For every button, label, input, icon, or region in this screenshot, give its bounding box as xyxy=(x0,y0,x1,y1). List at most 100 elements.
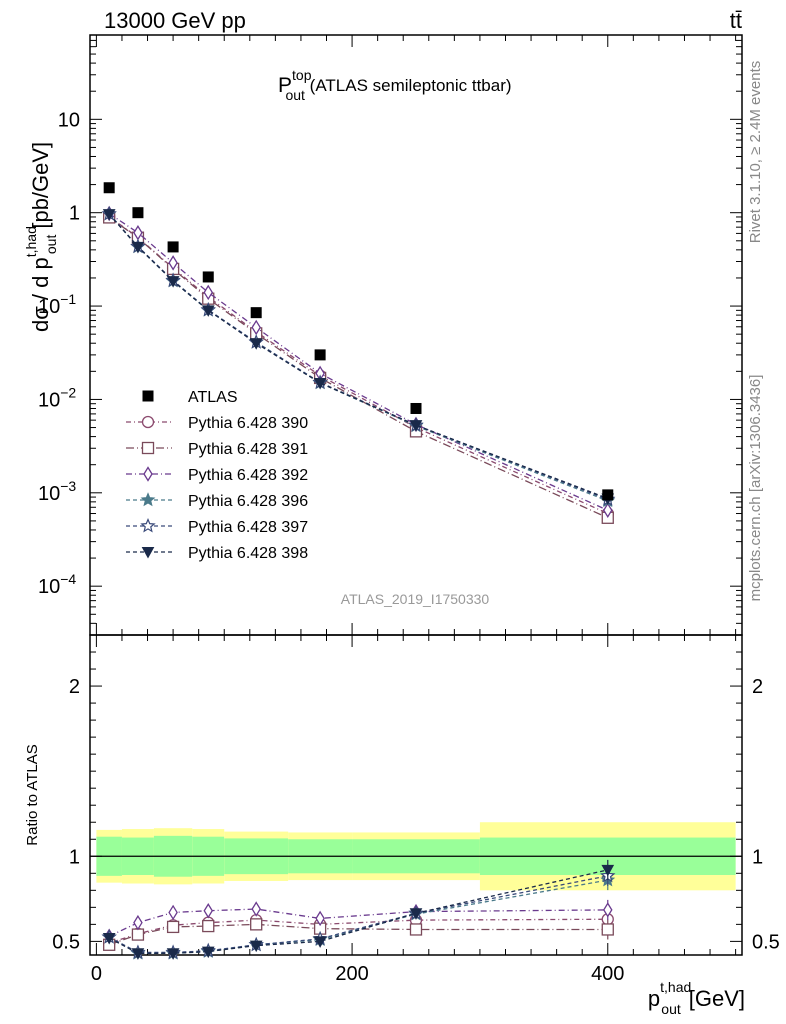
ratio-tick-label: 2 xyxy=(69,676,80,698)
series-line-0 xyxy=(108,216,609,515)
ratio-point-2 xyxy=(603,902,613,918)
y-tick-label: 10−2 xyxy=(38,384,76,411)
legend-marker-data xyxy=(142,390,154,402)
ratio-panel: 0 200 400 2 2 1 1 0.5 0.5 xyxy=(52,623,780,985)
legend-label-3: Pythia 6.428 396 xyxy=(188,493,308,510)
y-tick-label: 10−3 xyxy=(38,478,76,505)
x-axis-label-sup: t,had xyxy=(660,979,691,995)
y-tick-base: 10 xyxy=(38,389,60,411)
ratio-point-5 xyxy=(131,948,145,960)
ratio-tick-label-right: 1 xyxy=(752,846,763,868)
ratio-point-5 xyxy=(313,936,327,948)
series-line-3 xyxy=(108,213,608,502)
source-label: mcplots.cern.ch [arXiv:1306.3436] xyxy=(747,375,764,602)
y-tick-label: 1 xyxy=(69,203,80,225)
series-point-5 xyxy=(131,241,145,254)
ratio-point-1 xyxy=(409,923,423,936)
ratio-point-2 xyxy=(315,910,325,927)
data-point xyxy=(202,271,214,283)
data-point xyxy=(103,182,115,194)
y-tick-label: 10−4 xyxy=(38,571,76,598)
data-point xyxy=(132,207,144,219)
process-label: tt̄ xyxy=(730,8,742,33)
series-point-5 xyxy=(249,338,263,350)
ratio-point-5 xyxy=(249,940,263,953)
legend-marker-3 xyxy=(140,492,156,507)
ratio-point-1 xyxy=(202,919,215,933)
x-tick-label: 200 xyxy=(335,963,368,985)
ratio-point-5 xyxy=(601,864,615,877)
series-point-5 xyxy=(102,209,116,221)
x-axis-label-symbol: p xyxy=(648,986,660,1011)
legend-marker-1 xyxy=(141,441,155,455)
plot-title-sup: top xyxy=(292,67,312,83)
plot-title: Ptop out (ATLAS semileptonic ttbar) xyxy=(278,67,512,103)
series-point-5 xyxy=(409,420,423,432)
y-tick-exponent: −4 xyxy=(60,571,76,587)
series-point-5 xyxy=(166,276,180,288)
legend-marker-5 xyxy=(141,547,155,559)
ratio-line-5 xyxy=(108,869,608,954)
series-point-2 xyxy=(203,284,214,301)
ratio-point-5 xyxy=(201,946,215,959)
ratio-axis-label: Ratio to ATLAS xyxy=(24,744,41,845)
x-axis-label-units: [GeV] xyxy=(689,986,745,1011)
plot-title-sub: out xyxy=(285,87,305,103)
ratio-point-2 xyxy=(251,901,261,917)
rivet-version-label: Rivet 3.1.10, ≥ 2.4M events xyxy=(747,61,764,244)
legend-marker-0 xyxy=(141,415,155,429)
y-axis-label-main: dσ / d p xyxy=(28,257,53,332)
series-point-2 xyxy=(168,255,178,271)
series-point-5 xyxy=(201,305,215,317)
series-point-2 xyxy=(251,319,261,336)
series-point-2 xyxy=(603,502,613,519)
y-tick-base: 10 xyxy=(38,296,60,318)
y-axis-label-units: [pb/GeV] xyxy=(28,142,53,229)
ratio-tick-label: 1 xyxy=(69,846,80,868)
legend-label-2: Pythia 6.428 392 xyxy=(188,467,308,484)
ratio-point-1 xyxy=(601,923,614,936)
ratio-line-4 xyxy=(108,875,608,954)
y-tick-label: 10−1 xyxy=(38,291,76,318)
ratio-line-1 xyxy=(108,923,608,946)
ratio-point-2 xyxy=(133,914,143,931)
ratio-point-5 xyxy=(166,948,180,960)
y-tick-exponent: −1 xyxy=(60,291,76,307)
legend-label-data: ATLAS xyxy=(188,389,238,406)
series-point-5 xyxy=(313,377,327,390)
x-axis-label-sub: out xyxy=(661,1001,681,1017)
x-axis-label: pt,had out [GeV] xyxy=(648,979,745,1017)
x-tick-label: 0 xyxy=(91,963,102,985)
series-line-5 xyxy=(108,213,608,500)
ratio-point-2 xyxy=(168,904,178,921)
ratio-point-1 xyxy=(166,920,180,934)
plot-title-symbol: P xyxy=(278,74,292,97)
ratio-frame xyxy=(89,634,743,956)
ratio-point-2 xyxy=(203,903,214,919)
y-tick-base: 10 xyxy=(38,576,60,598)
ratio-point-5 xyxy=(409,908,423,920)
x-tick-label: 400 xyxy=(591,963,624,985)
y-axis-label-sub: out xyxy=(43,235,59,255)
y-tick-exponent: −3 xyxy=(60,478,76,494)
y-tick-label: 10 xyxy=(58,109,80,131)
y-axis-label-sup: t,had xyxy=(23,226,39,257)
ratio-tick-label-right: 2 xyxy=(752,676,763,698)
ratio-point-1 xyxy=(250,918,263,931)
y-tick-base: 10 xyxy=(38,483,60,505)
legend-label-0: Pythia 6.428 390 xyxy=(188,415,308,432)
legend-label-5: Pythia 6.428 398 xyxy=(188,545,308,562)
legend-label-1: Pythia 6.428 391 xyxy=(188,441,308,458)
ratio-line-3 xyxy=(108,879,608,954)
ratio-point-1 xyxy=(131,928,145,941)
collision-label: 13000 GeV pp xyxy=(104,8,246,33)
data-point xyxy=(167,241,179,253)
data-point xyxy=(602,489,614,501)
data-point xyxy=(410,402,422,414)
legend: ATLAS Pythia 6.428 390 Pythia 6.428 391 Pyt… xyxy=(126,389,308,562)
y-axis-label: dσ / d pt,had out [pb/GeV] xyxy=(23,142,59,332)
ratio-point-5 xyxy=(102,932,116,945)
legend-marker-4 xyxy=(140,517,156,533)
